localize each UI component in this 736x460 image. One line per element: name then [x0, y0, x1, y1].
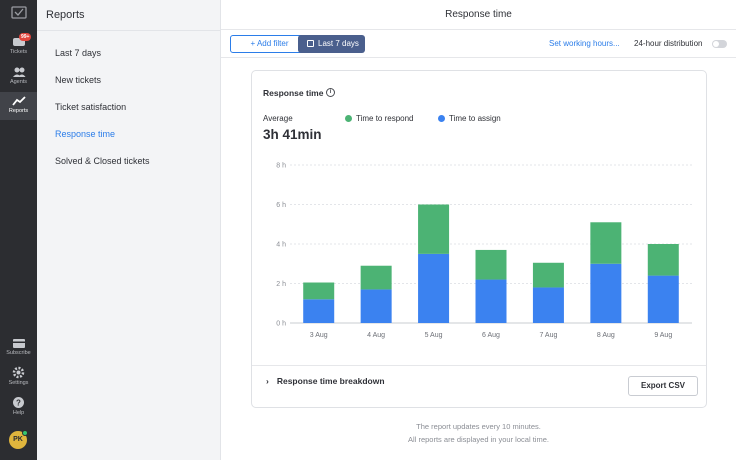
legend-swatch	[438, 115, 445, 122]
x-tick-label: 3 Aug	[310, 332, 328, 339]
breakdown-toggle[interactable]: › Response time breakdown	[266, 376, 385, 386]
legend-item-assign: Time to assign	[438, 114, 501, 123]
export-csv-button[interactable]: Export CSV	[628, 376, 698, 396]
rail-item-subscribe[interactable]: Subscribe	[0, 338, 37, 360]
app-rail: 99+ Tickets Agents Reports Subscribe Set…	[0, 0, 37, 460]
response-time-card: Response time i Average 3h 41min Time to…	[251, 70, 707, 408]
bar-time-to-assign	[418, 253, 450, 323]
svg-text:?: ?	[16, 399, 21, 408]
sidebar-item-last-7-days[interactable]: Last 7 days	[55, 48, 102, 58]
rail-item-tickets[interactable]: 99+ Tickets	[0, 33, 37, 60]
rail-item-label: Agents	[9, 79, 28, 85]
legend-item-respond: Time to respond	[345, 114, 414, 123]
calendar-icon	[307, 40, 314, 47]
bar-time-to-respond	[532, 262, 564, 288]
tickets-badge: 99+	[19, 33, 32, 41]
info-icon[interactable]: i	[326, 88, 335, 97]
bar-time-to-assign	[303, 299, 335, 323]
bar-time-to-assign	[360, 289, 392, 323]
home-logo[interactable]	[0, 6, 37, 24]
toolbar: + Add filter Last 7 days Set working hou…	[221, 30, 736, 58]
rail-item-settings[interactable]: Settings	[0, 366, 37, 388]
rail-item-label: Settings	[8, 380, 29, 386]
sidebar-title: Reports	[46, 9, 85, 21]
bar-time-to-respond	[418, 204, 450, 254]
y-tick-label: 4 h	[276, 242, 286, 249]
y-tick-label: 0 h	[276, 321, 286, 328]
gear-icon	[12, 366, 25, 379]
distribution-toggle[interactable]	[712, 40, 727, 48]
rail-item-label: Help	[12, 410, 25, 416]
bar-time-to-respond	[590, 222, 622, 264]
user-avatar[interactable]: PK	[9, 430, 28, 449]
x-tick-label: 8 Aug	[597, 332, 615, 339]
bar-time-to-assign	[475, 279, 507, 323]
rail-item-label: Tickets	[9, 49, 28, 55]
rail-item-label: Subscribe	[6, 350, 31, 356]
date-range-label: Last 7 days	[318, 39, 359, 48]
avatar-initials: PK	[13, 436, 23, 443]
legend-label: Time to respond	[356, 114, 414, 123]
rail-item-agents[interactable]: Agents	[0, 66, 37, 90]
card-title: Response time	[263, 88, 324, 98]
agents-icon	[12, 67, 25, 77]
rail-item-reports[interactable]: Reports	[0, 92, 37, 120]
main-content: Response time + Add filter Last 7 days S…	[221, 0, 736, 460]
footnote-timezone: All reports are displayed in your local …	[408, 435, 549, 444]
bar-time-to-assign	[532, 287, 564, 323]
sidebar-item-ticket-satisfaction[interactable]: Ticket satisfaction	[55, 102, 127, 112]
toggle-knob	[713, 41, 719, 47]
bar-time-to-respond	[647, 244, 679, 276]
reports-sidebar: Reports Last 7 days New tickets Ticket s…	[37, 0, 221, 460]
x-tick-label: 6 Aug	[482, 332, 500, 339]
distribution-label: 24-hour distribution	[634, 39, 703, 48]
chevron-right-icon: ›	[266, 376, 269, 386]
divider	[252, 365, 706, 366]
logo-icon	[10, 6, 27, 19]
legend-label: Time to assign	[449, 114, 501, 123]
x-tick-label: 5 Aug	[425, 332, 443, 339]
help-icon: ?	[13, 397, 24, 408]
credit-card-icon	[12, 339, 25, 348]
y-tick-label: 6 h	[276, 202, 286, 209]
rail-item-label: Reports	[8, 108, 29, 114]
rail-item-help[interactable]: ? Help	[0, 396, 37, 418]
date-range-button[interactable]: Last 7 days	[298, 35, 365, 53]
x-tick-label: 7 Aug	[539, 332, 557, 339]
add-filter-button[interactable]: + Add filter	[230, 35, 309, 53]
set-working-hours-link[interactable]: Set working hours...	[549, 39, 620, 48]
sidebar-item-new-tickets[interactable]: New tickets	[55, 75, 102, 85]
divider	[37, 30, 221, 31]
online-status-dot	[22, 430, 28, 436]
bar-time-to-assign	[647, 275, 679, 323]
sidebar-item-response-time[interactable]: Response time	[55, 129, 116, 139]
breakdown-label: Response time breakdown	[276, 376, 385, 386]
bar-time-to-assign	[590, 263, 622, 323]
page-title: Response time	[221, 0, 736, 30]
x-tick-label: 9 Aug	[654, 332, 672, 339]
x-tick-label: 4 Aug	[367, 332, 385, 339]
average-label: Average	[263, 114, 293, 123]
bar-time-to-respond	[303, 282, 335, 300]
y-tick-label: 2 h	[276, 281, 286, 288]
response-time-chart: 0 h 2 h 4 h 6 h 8 h 3 Aug 4 Aug 5 Aug 6 Aug 7 Aug…	[276, 163, 692, 339]
bar-time-to-respond	[360, 265, 392, 290]
y-tick-label: 8 h	[276, 163, 286, 170]
legend-swatch	[345, 115, 352, 122]
reports-chart-icon	[11, 96, 26, 106]
sidebar-item-solved-closed[interactable]: Solved & Closed tickets	[55, 156, 150, 166]
footnote-update: The report updates every 10 minutes.	[416, 422, 541, 431]
bar-time-to-respond	[475, 249, 507, 280]
average-value: 3h 41min	[263, 127, 322, 142]
